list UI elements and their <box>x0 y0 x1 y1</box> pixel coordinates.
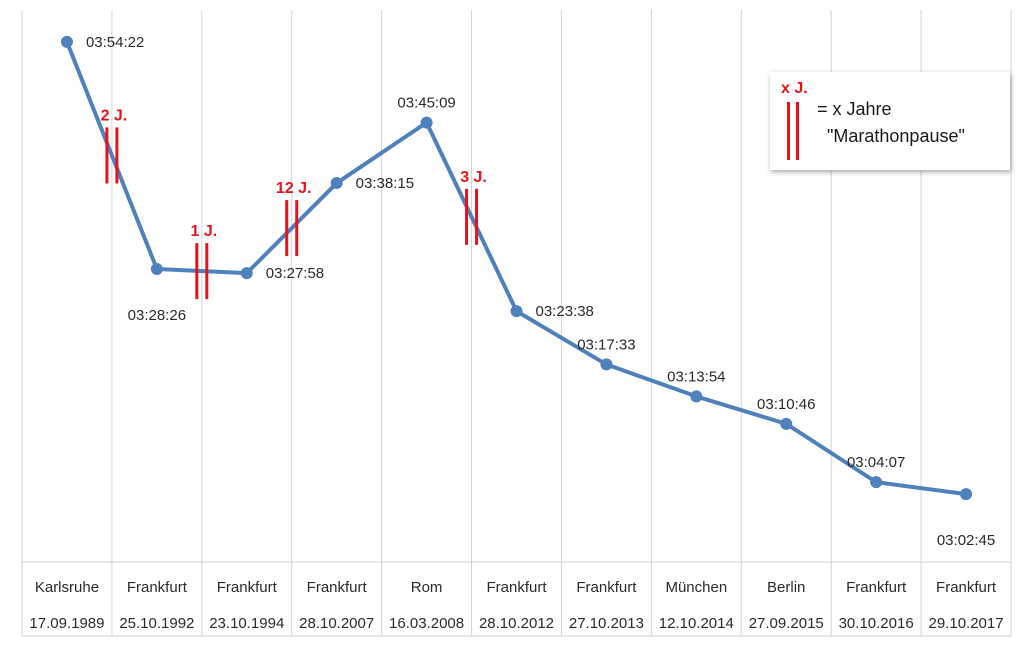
category-city-label: Frankfurt <box>217 579 278 596</box>
gap-marker: 12 J. <box>276 180 312 257</box>
category-date-label: 28.10.2012 <box>479 615 554 632</box>
series-layer <box>60 35 973 501</box>
category-city-label: Berlin <box>767 579 805 596</box>
data-label: 03:13:54 <box>667 368 725 385</box>
category-city-label: Karlsruhe <box>35 579 99 596</box>
category-date-label: 29.10.2017 <box>929 615 1004 632</box>
data-point <box>780 417 793 430</box>
data-label: 03:17:33 <box>577 336 635 353</box>
category-city-label: Frankfurt <box>307 579 368 596</box>
data-point <box>510 305 523 318</box>
category-date-label: 27.10.2013 <box>569 615 644 632</box>
data-label: 03:02:45 <box>937 532 995 549</box>
category-city-label: Frankfurt <box>127 579 188 596</box>
data-label: 03:04:07 <box>847 454 905 471</box>
data-point <box>330 177 343 190</box>
data-label: 03:45:09 <box>397 95 455 112</box>
category-date-label: 25.10.1992 <box>119 615 194 632</box>
gap-marker: 1 J. <box>190 223 217 300</box>
gap-label: 3 J. <box>460 169 487 186</box>
value-labels: 03:54:22 03:28:26 03:27:58 03:38:15 03:45:09… <box>86 34 995 549</box>
category-axis: Karlsruhe 17.09.1989 Frankfurt 25.10.1992 Fr… <box>29 579 1003 632</box>
category-city-label: Frankfurt <box>936 579 997 596</box>
gap-markers: 2 J. 1 J. 12 J. 3 J. <box>101 107 487 300</box>
data-label: 03:23:38 <box>536 303 594 320</box>
category-date-label: 30.10.2016 <box>839 615 914 632</box>
legend-marker-label: x J. <box>781 80 808 97</box>
category-date-label: 23.10.1994 <box>209 615 284 632</box>
data-point <box>600 358 613 371</box>
data-point <box>690 390 703 403</box>
gap-label: 1 J. <box>190 223 217 240</box>
category-city-label: Frankfurt <box>486 579 547 596</box>
data-point <box>60 35 73 48</box>
category-city-label: München <box>665 579 727 596</box>
gap-label: 12 J. <box>276 180 312 197</box>
data-label: 03:38:15 <box>356 175 414 192</box>
category-date-label: 28.10.2007 <box>299 615 374 632</box>
legend-text-line2: "Marathonpause" <box>827 126 965 146</box>
category-date-label: 16.03.2008 <box>389 615 464 632</box>
category-city-label: Frankfurt <box>846 579 907 596</box>
gap-label: 2 J. <box>101 107 128 124</box>
category-date-label: 12.10.2014 <box>659 615 734 632</box>
data-point <box>870 476 883 489</box>
category-date-label: 27.09.2015 <box>749 615 824 632</box>
data-point <box>150 263 163 276</box>
legend-text-line1: = x Jahre <box>817 99 892 119</box>
data-point <box>960 488 973 501</box>
data-label: 03:27:58 <box>266 265 324 282</box>
category-city-label: Rom <box>411 579 443 596</box>
data-label: 03:10:46 <box>757 396 815 413</box>
data-label: 03:28:26 <box>128 307 186 324</box>
legend: x J. = x Jahre "Marathonpause" <box>770 72 1010 170</box>
data-point <box>420 116 433 129</box>
gap-marker: 3 J. <box>460 169 487 245</box>
data-point <box>240 267 253 280</box>
legend-gap-marker-icon <box>787 102 799 160</box>
category-date-label: 17.09.1989 <box>29 615 104 632</box>
category-city-label: Frankfurt <box>576 579 637 596</box>
gap-marker: 2 J. <box>101 107 128 184</box>
data-label: 03:54:22 <box>86 34 144 51</box>
